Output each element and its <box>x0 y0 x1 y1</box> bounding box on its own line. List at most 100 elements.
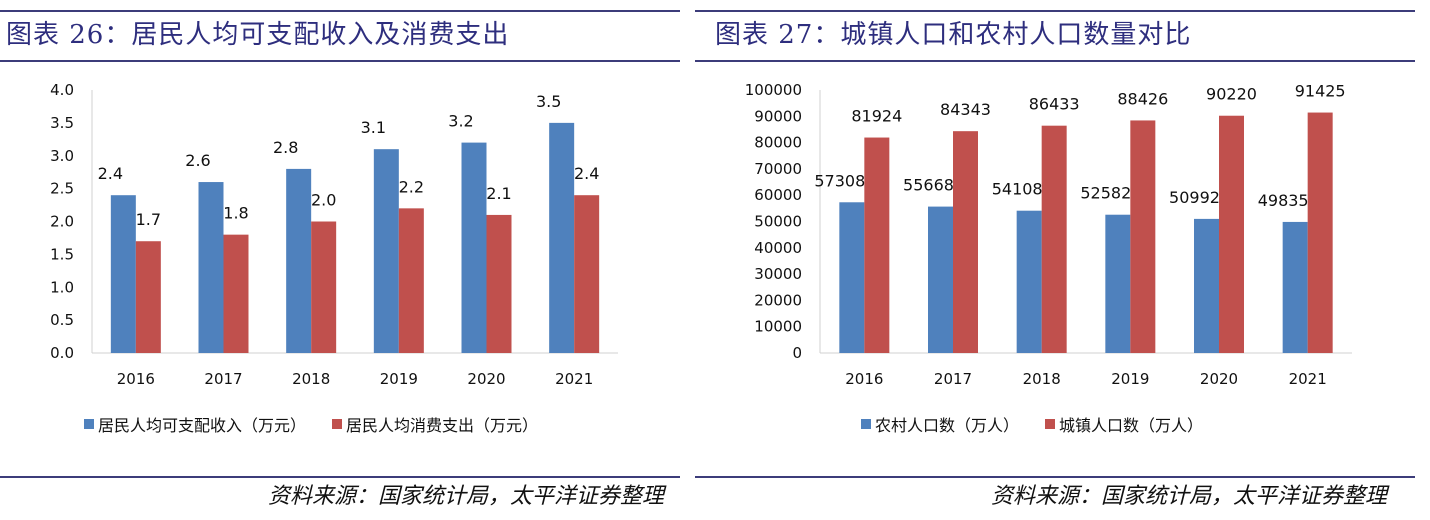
data-label: 52582 <box>1080 184 1131 203</box>
bar-series1 <box>1016 210 1042 353</box>
data-label: 3.5 <box>536 92 561 111</box>
chart-legend: 农村人口数（万人） 城镇人口数（万人） <box>861 412 1229 436</box>
y-tick-label: 0.5 <box>50 311 74 329</box>
legend-label: 居民人均消费支出（万元） <box>346 416 539 435</box>
y-tick-label: 10000 <box>754 318 802 336</box>
data-label: 91425 <box>1295 82 1346 101</box>
data-label: 2.2 <box>399 177 424 196</box>
bar-series2 <box>486 214 512 353</box>
x-tick-label: 2020 <box>1200 370 1238 388</box>
data-label: 55668 <box>903 176 954 195</box>
data-label: 2.4 <box>574 164 599 183</box>
bar-series1 <box>1282 221 1308 353</box>
chart-legend: 居民人均可支配收入（万元） 居民人均消费支出（万元） <box>84 412 564 436</box>
y-tick-label: 3.5 <box>50 114 74 132</box>
y-tick-label: 20000 <box>754 291 802 309</box>
x-tick-label: 2017 <box>934 370 972 388</box>
y-tick-label: 2.0 <box>50 213 74 231</box>
legend-label: 城镇人口数（万人） <box>1059 416 1204 435</box>
y-tick-label: 0.0 <box>50 344 74 362</box>
y-tick-label: 3.0 <box>50 147 74 165</box>
y-tick-label: 40000 <box>754 239 802 257</box>
x-tick-label: 2019 <box>1111 370 1149 388</box>
x-tick-label: 2021 <box>1289 370 1327 388</box>
data-label: 88426 <box>1117 89 1168 108</box>
bar-series2 <box>1219 115 1244 353</box>
y-tick-label: 1.0 <box>50 278 74 296</box>
bar-series1 <box>839 202 865 353</box>
top-rule <box>695 10 1415 12</box>
y-tick-label: 70000 <box>754 160 802 178</box>
bar-series1 <box>110 195 136 353</box>
bar-series2 <box>1130 120 1156 353</box>
data-label: 54108 <box>992 180 1043 199</box>
y-tick-label: 0 <box>792 344 802 362</box>
data-label: 90220 <box>1206 85 1257 104</box>
y-tick-label: 2.5 <box>50 180 74 198</box>
y-tick-label: 90000 <box>754 107 802 125</box>
data-label: 3.1 <box>361 118 386 137</box>
y-tick-label: 4.0 <box>50 81 74 99</box>
source-note: 资料来源：国家统计局，太平洋证券整理 <box>990 484 1387 509</box>
data-label: 2.4 <box>98 164 123 183</box>
data-label: 3.2 <box>448 112 473 131</box>
data-label: 86433 <box>1029 95 1080 114</box>
data-label: 2.8 <box>273 138 298 157</box>
data-label: 81924 <box>851 107 902 126</box>
x-tick-label: 2018 <box>1023 370 1061 388</box>
legend-item-rural: 农村人口数（万人） <box>861 412 1019 436</box>
bar-series1 <box>461 142 487 353</box>
y-tick-label: 30000 <box>754 265 802 283</box>
bar-series2 <box>398 208 424 353</box>
legend-swatch-red <box>1045 419 1056 429</box>
bar-series1 <box>928 206 953 353</box>
bar-series1 <box>373 149 399 353</box>
bar-series2 <box>953 131 978 353</box>
x-tick-label: 2019 <box>380 370 418 388</box>
x-tick-label: 2016 <box>845 370 883 388</box>
y-tick-label: 60000 <box>754 186 802 204</box>
right-chart-panel: 图表 27：城镇人口和农村人口数量对比 0 10000 20000 30000 4000… <box>695 0 1415 520</box>
data-label: 2.0 <box>311 191 336 210</box>
bar-series1 <box>286 168 312 353</box>
x-tick-label: 2017 <box>204 370 242 388</box>
bar-series2 <box>864 137 890 353</box>
x-tick-label: 2020 <box>467 370 505 388</box>
legend-swatch-red <box>332 419 343 429</box>
x-tick-label: 2021 <box>555 370 593 388</box>
population-bar-chart: 0 10000 20000 30000 40000 50000 60000 70000 8000… <box>745 81 1352 388</box>
chart-title: 图表 26：居民人均可支配收入及消费支出 <box>6 20 510 50</box>
bar-series2 <box>1307 112 1333 353</box>
data-label: 49835 <box>1258 191 1309 210</box>
data-label: 84343 <box>940 100 991 119</box>
top-rule <box>0 10 680 12</box>
bar-series2 <box>574 195 600 353</box>
data-label: 1.8 <box>223 204 248 223</box>
bar-series2 <box>223 234 249 353</box>
chart-title: 图表 27：城镇人口和农村人口数量对比 <box>715 20 1192 50</box>
data-label: 57308 <box>814 171 865 190</box>
legend-item-urban: 城镇人口数（万人） <box>1045 412 1203 436</box>
title-rule <box>695 60 1415 62</box>
bottom-rule <box>695 476 1415 478</box>
legend-swatch-blue <box>861 419 871 429</box>
bar-series2 <box>135 241 161 353</box>
data-label: 50992 <box>1169 188 1220 207</box>
title-rule <box>0 60 680 62</box>
y-tick-label: 80000 <box>754 134 802 152</box>
legend-item-spending: 居民人均消费支出（万元） <box>332 412 538 436</box>
legend-label: 居民人均可支配收入（万元） <box>98 416 307 435</box>
data-label: 1.7 <box>136 210 161 229</box>
y-tick-label: 50000 <box>754 213 802 231</box>
bar-series2 <box>311 221 337 353</box>
left-chart-panel: 图表 26：居民人均可支配收入及消费支出 0.0 0.5 1.0 1.5 2.0 2.5 3… <box>0 0 680 520</box>
bar-series1 <box>549 122 575 353</box>
income-spending-bar-chart: 0.0 0.5 1.0 1.5 2.0 2.5 3.0 3.5 4.0 2.4 1.7 2016 2.6… <box>50 81 618 388</box>
legend-label: 农村人口数（万人） <box>875 416 1020 435</box>
data-label: 2.6 <box>185 151 210 170</box>
y-tick-label: 1.5 <box>50 245 74 263</box>
bar-series1 <box>1194 218 1219 353</box>
x-tick-label: 2018 <box>292 370 330 388</box>
bar-series2 <box>1041 125 1067 353</box>
source-note: 资料来源：国家统计局，太平洋证券整理 <box>267 484 664 509</box>
